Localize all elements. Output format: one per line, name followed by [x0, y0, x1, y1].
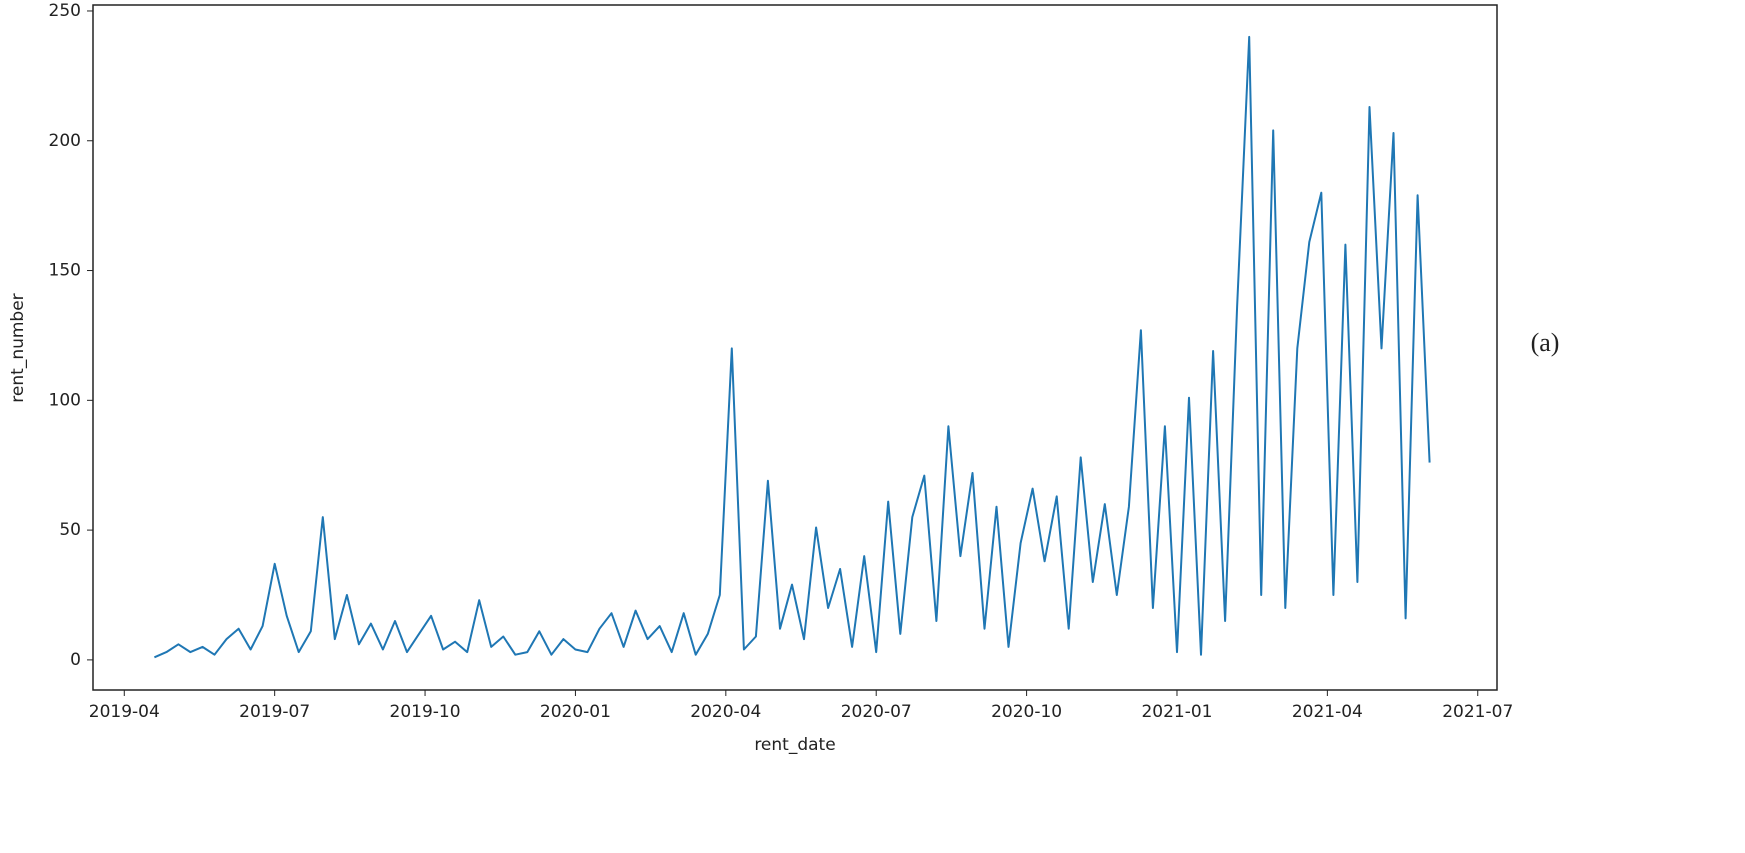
y-tick-label: 250 [49, 1, 81, 21]
y-tick-label: 0 [70, 650, 81, 670]
x-axis-label: rent_date [754, 735, 835, 755]
x-tick-label: 2020-07 [841, 702, 912, 722]
x-tick-label: 2020-04 [690, 702, 761, 722]
x-tick-label: 2019-04 [89, 702, 160, 722]
y-tick-label: 100 [49, 390, 81, 410]
x-tick-label: 2021-07 [1442, 702, 1513, 722]
plot-frame [92, 4, 1498, 691]
x-tick-label: 2019-10 [390, 702, 461, 722]
panel-label: (a) [1531, 328, 1560, 357]
x-tick-label: 2019-07 [239, 702, 310, 722]
x-tick-label: 2021-04 [1292, 702, 1363, 722]
y-axis-label: rent_number [8, 293, 28, 402]
x-tick-label: 2020-10 [991, 702, 1062, 722]
y-tick-label: 150 [49, 261, 81, 281]
x-tick-label: 2021-01 [1141, 702, 1212, 722]
x-tick-label: 2020-01 [540, 702, 611, 722]
data-line [154, 35, 1431, 659]
y-tick-label: 50 [59, 520, 81, 540]
y-tick-label: 200 [49, 131, 81, 151]
